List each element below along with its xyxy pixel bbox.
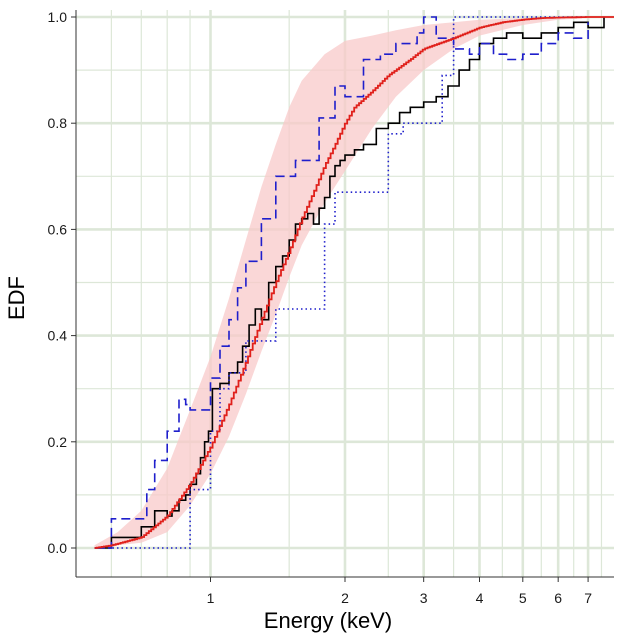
y-tick-label: 0.2 — [48, 434, 68, 450]
y-axis-title: EDF — [4, 276, 29, 320]
y-tick-label: 1.0 — [48, 9, 68, 25]
y-tick-label: 0.0 — [48, 540, 68, 556]
y-tick-label: 0.8 — [48, 115, 68, 131]
y-tick-label: 0.4 — [48, 328, 68, 344]
model-curve-layer — [94, 16, 614, 549]
tick-labels: 1 2 3 4 5 6 7 0.0 0.2 0.4 0.6 0.8 1.0 — [48, 9, 593, 606]
y-tick-label: 0.6 — [48, 221, 68, 237]
x-tick-label: 7 — [584, 590, 592, 606]
x-axis-title: Energy (keV) — [264, 608, 392, 633]
x-tick-label: 3 — [420, 590, 428, 606]
edf-step-step-dashed — [94, 16, 589, 549]
x-tick-label: 6 — [554, 590, 562, 606]
x-tick-label: 4 — [476, 590, 484, 606]
x-tick-label: 1 — [207, 590, 215, 606]
x-tick-label: 2 — [341, 590, 349, 606]
x-tick-label: 5 — [519, 590, 527, 606]
model-cdf-curve — [94, 16, 614, 549]
